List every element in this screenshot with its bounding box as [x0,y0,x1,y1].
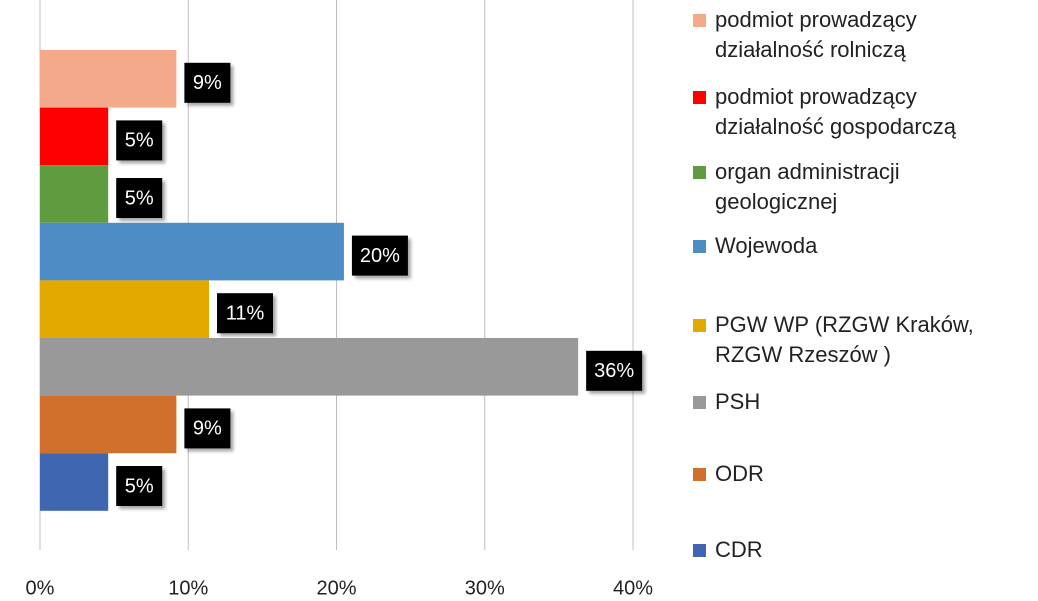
legend-item: organ administracji geologicznej [693,157,1023,217]
x-tick-label: 20% [316,577,356,599]
bar [40,50,177,108]
data-label: 11% [226,302,265,324]
data-label: 36% [594,360,634,382]
legend-swatch [693,91,706,104]
x-tick-label: 40% [613,577,653,599]
bar [40,395,177,454]
legend-item: podmiot prowadzący działalność gospodarc… [693,82,1023,142]
data-label: 5% [125,187,154,209]
data-label-box [184,408,231,449]
data-label-box [586,350,643,391]
legend-label: podmiot prowadzący działalność rolniczą [715,7,917,62]
bar [40,165,109,223]
legend-label: CDR [715,537,763,562]
data-label: 9% [193,72,222,94]
legend-item: CDR [693,535,1023,565]
data-label-box [116,466,163,506]
data-label: 9% [193,418,222,440]
legend-swatch [693,240,706,253]
legend-label: Wojewoda [715,233,818,258]
x-tick-label: 30% [465,577,505,599]
bar [40,222,344,281]
legend-item: podmiot prowadzący działalność rolniczą [693,5,1023,65]
legend-swatch [693,166,706,179]
data-label-box [351,235,408,276]
data-label-box [217,293,274,334]
data-label-box [116,178,163,218]
data-label-box [184,62,231,103]
legend-swatch [693,468,706,481]
data-label: 20% [360,245,400,267]
legend-swatch [693,544,706,557]
x-tick-label: 0% [26,577,55,599]
legend-label: podmiot prowadzący działalność gospodarc… [715,84,956,139]
legend-item: ODR [693,459,1023,489]
data-label: 5% [125,130,154,152]
bar [40,453,109,511]
legend-item: PSH [693,387,1023,417]
legend-label: PSH [715,389,761,414]
legend-label: organ administracji geologicznej [715,159,900,214]
legend-label: PGW WP (RZGW Kraków, RZGW Rzeszów ) [715,312,974,367]
legend-label: ODR [715,461,764,486]
legend-swatch [693,396,706,409]
data-label-box [116,120,163,161]
x-tick-label: 10% [168,577,208,599]
legend-item: PGW WP (RZGW Kraków, RZGW Rzeszów ) [693,310,1023,370]
legend-swatch [693,319,706,332]
data-label: 5% [125,475,154,497]
legend-item: Wojewoda [693,231,1023,261]
legend-swatch [693,14,706,27]
bar [40,107,109,166]
bar [40,280,210,338]
bar [40,338,579,396]
